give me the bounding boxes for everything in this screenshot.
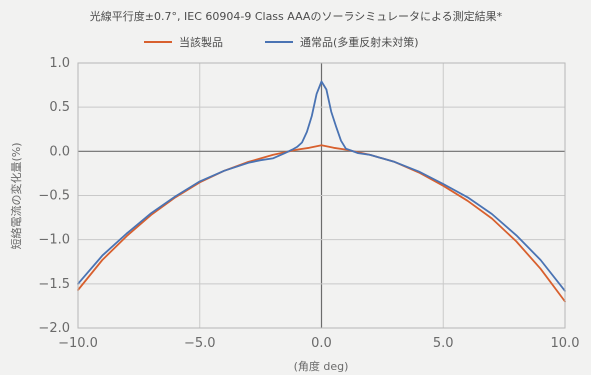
y-axis-label: 短絡電流の変化量(%) — [9, 142, 23, 249]
x-tick-label: −10.0 — [58, 336, 98, 351]
legend-label-product: 当該製品 — [179, 35, 223, 49]
series-line-product — [77, 144, 566, 303]
grid — [77, 62, 566, 329]
y-tick-label: −1.0 — [38, 233, 70, 248]
y-tick-label: −0.5 — [38, 189, 70, 204]
legend: 当該製品 通常品(多重反射未対策) — [144, 35, 419, 49]
x-tick-label: 0.0 — [311, 336, 332, 351]
series-line-standard — [77, 80, 566, 292]
chart-title: 光線平行度±0.7°, IEC 60904-9 Class AAAのソーラシミュ… — [90, 9, 503, 23]
y-tick-label: −1.5 — [38, 277, 70, 292]
y-tick-label: 1.0 — [49, 56, 70, 71]
series-layer — [77, 80, 566, 303]
y-tick-label: 0.5 — [49, 100, 70, 115]
x-tick-label: 5.0 — [433, 336, 454, 351]
y-tick-label: −2.0 — [38, 321, 70, 336]
x-axis-label: (角度 deg) — [294, 359, 349, 373]
plot-area — [77, 62, 566, 329]
y-tick-label: 0.0 — [49, 144, 70, 159]
tick-labels: −10.0 −5.0 0.0 5.0 10.0 1.0 0.5 0.0 −0.5 −1.0 −1.5… — [38, 56, 579, 351]
x-tick-label: −5.0 — [184, 336, 216, 351]
x-tick-label: 10.0 — [551, 336, 580, 351]
legend-label-standard: 通常品(多重反射未対策) — [300, 35, 419, 49]
